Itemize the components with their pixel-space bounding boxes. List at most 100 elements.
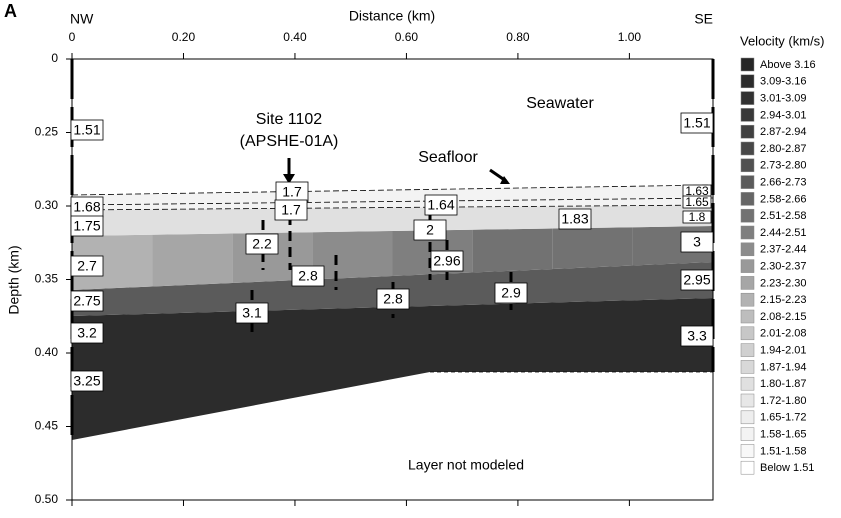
y-tick-label: 0 [51,51,58,65]
legend-title: Velocity (km/s) [740,33,825,48]
legend-swatch [740,444,755,458]
layer-2 [472,228,553,273]
legend-swatch [740,427,755,441]
legend-label: 3.09-3.16 [760,76,806,88]
panel-label: A [4,1,17,21]
legend-swatch [740,124,755,139]
legend-label: 1.65-1.72 [760,412,806,424]
velocity-label-box [413,219,447,241]
legend-label: 2.15-2.23 [760,294,806,306]
velocity-label-box [245,233,279,255]
velocity-label-box [680,269,714,291]
legend-label: 2.37-2.44 [760,244,806,256]
velocity-label: 1.83 [561,211,588,227]
velocity-label: 1.7 [281,202,301,218]
layer-1a [72,185,713,210]
velocity-label: 3 [693,234,701,250]
velocity-label-box [274,199,308,221]
velocity-label: 3.3 [687,328,707,344]
arrow-head [283,174,295,184]
legend-swatch [740,376,755,391]
legend-label: 1.58-1.65 [760,429,806,441]
velocity-label-box [680,325,714,347]
legend-label: 1.94-2.01 [760,345,806,357]
annotation: Site 1102 [256,111,323,128]
velocity-label-box [680,231,714,253]
layer-2 [552,227,633,269]
legend-label: 1.87-1.94 [760,361,806,373]
legend-label: 3.01-3.09 [760,93,806,105]
legend-swatch [740,360,755,374]
legend-label: 1.72-1.80 [760,395,806,407]
velocity-label: 2.7 [77,258,97,274]
nw-label: NW [70,11,94,27]
x-tick-label: 0.60 [395,30,419,44]
velocity-label: 2.75 [73,293,100,309]
legend-label: 2.66-2.73 [760,177,806,189]
velocity-label: 1.51 [73,122,100,138]
legend-label: 2.87-2.94 [760,126,806,138]
velocity-label: 2.95 [683,272,710,288]
legend-swatch [740,74,755,89]
layer-boundary [71,197,714,206]
annotation: Seawater [526,95,594,112]
velocity-label: 2.9 [501,285,521,301]
legend-swatch [740,57,755,72]
legend-label: 2.08-2.15 [760,311,806,323]
legend-label: 2.30-2.37 [760,261,806,273]
velocity-label-box [70,119,104,141]
legend-swatch [740,410,755,425]
legend-swatch [740,460,755,475]
legend-label: Above 3.16 [760,59,816,71]
legend-swatch [740,242,755,257]
velocity-label-box [376,288,410,310]
layer-boundary [71,184,714,196]
velocity-label-box [558,208,592,230]
velocity-label: 1.75 [73,218,100,234]
legend-swatch [740,158,755,173]
legend-swatch [740,309,755,324]
layer-2 [152,233,233,287]
y-tick-label: 0.25 [35,125,59,139]
y-tick-label: 0.50 [35,492,59,506]
layer-boundary [71,204,714,211]
y-axis-label: Depth (km) [6,245,22,314]
velocity-label-box [70,255,104,277]
velocity-label-box [70,370,104,392]
annotation: Layer not modeled [408,457,524,473]
legend-label: 2.94-3.01 [760,109,806,121]
legend-swatch [740,259,755,273]
se-label: SE [694,11,713,27]
velocity-label: 3.2 [77,325,97,341]
velocity-label-box [424,194,458,216]
velocity-label: 3.25 [73,373,100,389]
y-tick-label: 0.30 [35,198,59,212]
velocity-label-box [70,290,104,312]
x-tick-label: 0.80 [506,30,530,44]
velocity-label: 2 [426,222,434,238]
velocity-label: 2.8 [298,268,318,284]
velocity-label-box [680,112,714,134]
velocity-label: 2.96 [433,253,460,269]
legend-label: 2.23-2.30 [760,277,806,289]
legend-label: 2.73-2.80 [760,160,806,172]
velocity-label: 2.8 [383,291,403,307]
legend-swatch [740,225,755,240]
velocity-label: 1.65 [685,195,709,209]
legend-swatch [740,343,755,357]
legend-swatch [740,192,755,206]
legend-swatch [740,276,755,290]
velocity-label: 1.51 [683,115,710,131]
x-tick-label: 0.20 [172,30,196,44]
legend-label: 1.51-1.58 [760,445,806,457]
annotation: (APSHE-01A) [240,133,339,150]
x-tick-label: 0 [69,30,76,44]
velocity-label: 1.8 [689,210,706,224]
legend-label: 2.51-2.58 [760,210,806,222]
legend-swatch [740,91,755,105]
y-tick-label: 0.40 [35,345,59,359]
x-axis-label: Distance (km) [349,8,435,24]
velocity-label-box [291,265,325,287]
layer-basement [72,298,713,440]
